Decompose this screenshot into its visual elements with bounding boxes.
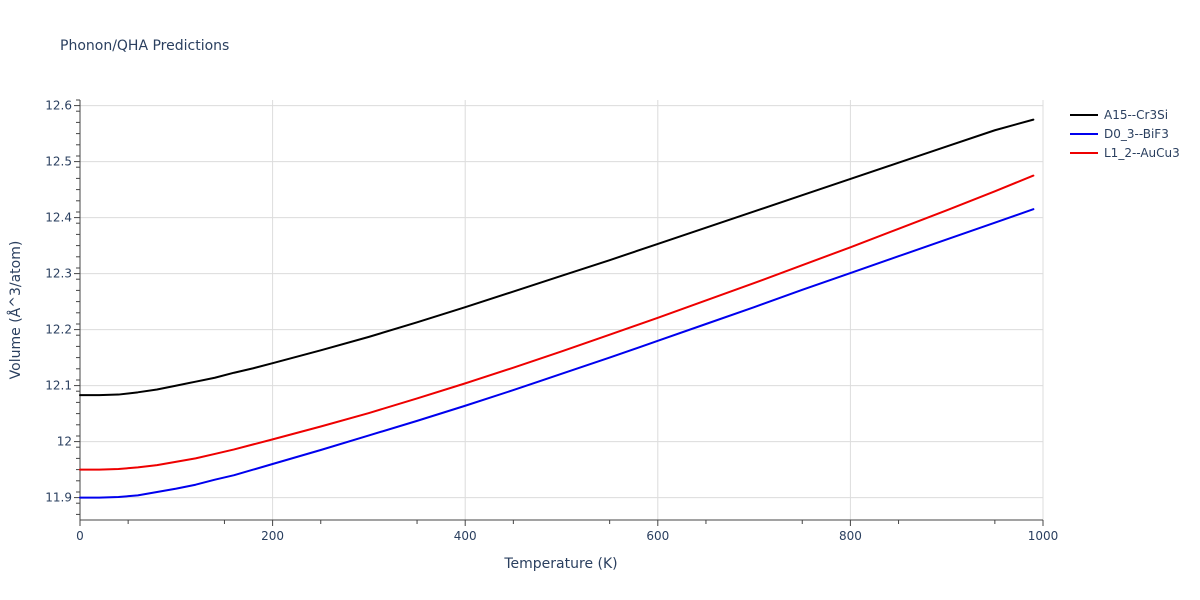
legend-label: A15--Cr3Si (1104, 108, 1168, 122)
y-tick-label: 12 (57, 435, 72, 449)
y-tick-label: 12.3 (45, 267, 72, 281)
legend-label: L1_2--AuCu3 (1104, 146, 1180, 160)
y-axis-title: Volume (Å^3/atom) (7, 241, 24, 380)
y-tick-label: 12.5 (45, 155, 72, 169)
series-line-3 (79, 174, 1035, 471)
y-tick-label: 12.4 (45, 211, 72, 225)
series-line-2 (79, 208, 1035, 499)
y-tick-label: 12.2 (45, 323, 72, 337)
x-tick-label: 800 (839, 529, 862, 543)
series-line-1 (79, 118, 1035, 397)
series-lines (79, 118, 1035, 499)
legend: A15--Cr3Si D0_3--BiF3 L1_2--AuCu3 (1070, 108, 1180, 160)
grid-lines (80, 100, 1044, 520)
x-tick-label: 600 (646, 529, 669, 543)
y-tick-label: 11.9 (45, 491, 72, 505)
x-axis-title: Temperature (K) (503, 556, 617, 572)
x-tick-label: 400 (454, 529, 477, 543)
legend-label: D0_3--BiF3 (1104, 127, 1169, 141)
x-tick-label: 1000 (1028, 529, 1059, 543)
chart-title: Phonon/QHA Predictions (60, 38, 229, 54)
x-tick-label: 0 (76, 529, 84, 543)
y-tick-label: 12.6 (45, 99, 72, 113)
y-tick-label: 12.1 (45, 379, 72, 393)
axes: 0 200 400 600 800 1000 11.9 12 12.1 12.2 12.3 12.4 1… (45, 99, 1058, 543)
x-tick-label: 200 (261, 529, 284, 543)
